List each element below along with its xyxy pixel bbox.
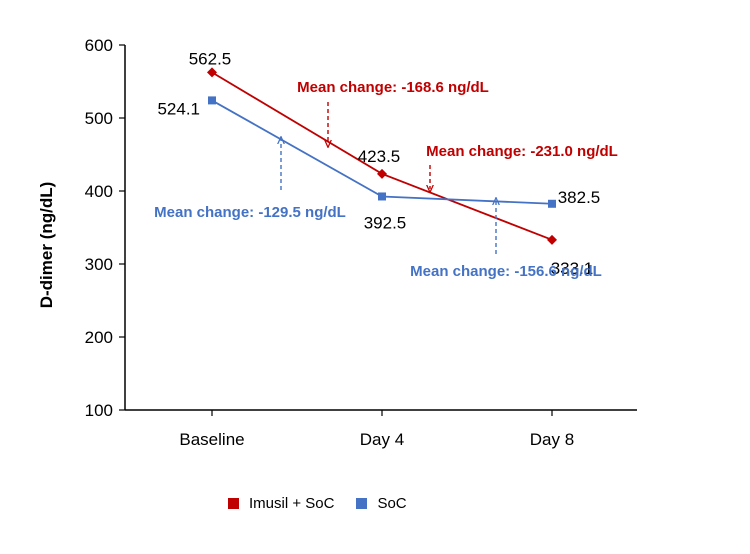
series-lines: 562.5 423.5 333.1 524.1 392.5 382.5	[157, 49, 600, 277]
y-tick-label: 500	[85, 109, 113, 128]
x-tick-label: Day 4	[360, 430, 404, 449]
tick-labels: 100 200 300 400 500 600 Baseline Day 4 Day 8	[85, 36, 575, 449]
data-label: 423.5	[358, 147, 401, 166]
data-point	[377, 168, 387, 179]
data-point	[547, 234, 557, 245]
data-point	[208, 96, 216, 105]
y-tick-label: 400	[85, 182, 113, 201]
legend-swatch-imusil	[228, 498, 239, 509]
data-point	[207, 67, 217, 78]
annotations: Mean change: -168.6 ng/dL Mean change: -2…	[154, 79, 618, 280]
annotation-text: Mean change: -168.6 ng/dL	[297, 79, 489, 96]
legend-label-soc: SoC	[377, 495, 407, 512]
legend-item-imusil: Imusil + SoC	[228, 495, 334, 512]
y-tick-label: 600	[85, 36, 113, 55]
data-point	[378, 192, 386, 201]
annotation-text: Mean change: -156.6 ng/dL	[410, 263, 602, 280]
y-tick-label: 300	[85, 255, 113, 274]
legend-label-imusil: Imusil + SoC	[249, 495, 335, 512]
legend-item-soc: SoC	[356, 495, 407, 512]
legend-swatch-soc	[356, 498, 368, 509]
data-label: 333.1	[551, 259, 594, 278]
x-tick-label: Baseline	[179, 430, 244, 449]
y-tick-label: 100	[85, 401, 113, 420]
y-tick-label: 200	[85, 328, 113, 347]
data-label: 382.5	[558, 188, 601, 207]
y-axis-label: D-dimer (ng/dL)	[37, 182, 56, 309]
data-label: 524.1	[157, 99, 200, 118]
annotation-text: Mean change: -129.5 ng/dL	[154, 204, 346, 221]
data-point	[548, 199, 556, 208]
data-label: 562.5	[189, 49, 232, 68]
annotation-text: Mean change: -231.0 ng/dL	[426, 143, 618, 160]
axes	[119, 44, 637, 416]
data-label: 392.5	[364, 213, 407, 232]
x-tick-label: Day 8	[530, 430, 574, 449]
legend: Imusil + SoC SoC	[228, 495, 429, 512]
